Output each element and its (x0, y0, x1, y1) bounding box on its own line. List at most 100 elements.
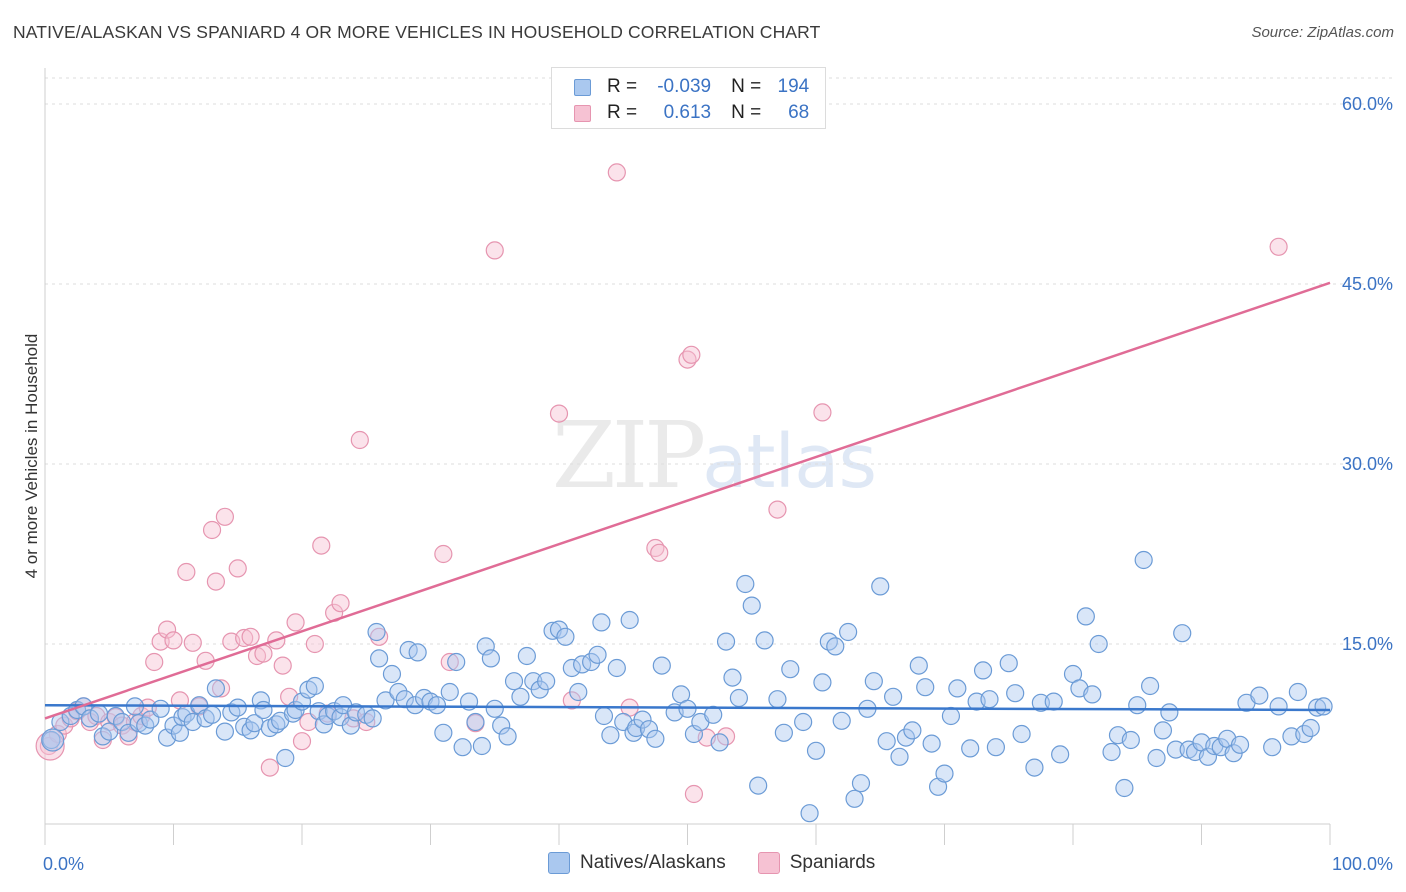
data-point-spaniards (228, 559, 247, 578)
data-point-natives (537, 672, 556, 691)
data-point-spaniards (350, 430, 369, 450)
data-point-natives (768, 690, 787, 709)
data-point-natives (305, 676, 324, 696)
data-point-spaniards (305, 634, 324, 654)
data-point-natives (136, 716, 155, 735)
legend-item-natives[interactable]: Natives/Alaskans (548, 852, 726, 874)
data-point-natives (498, 727, 517, 746)
data-point-natives (851, 774, 871, 793)
legend-label-spaniards: Spaniards (789, 852, 876, 873)
data-point-spaniards (183, 633, 202, 652)
x-tick-label-min: 0.0% (43, 854, 84, 874)
data-point-natives (472, 736, 491, 756)
legend-n-value: 68 (788, 102, 810, 123)
legend-swatch-spaniards (757, 852, 780, 874)
data-point-natives (1160, 703, 1179, 722)
data-point-natives (562, 658, 581, 678)
data-point-natives (511, 687, 530, 706)
data-point-spaniards (549, 404, 569, 423)
data-point-natives (736, 574, 755, 594)
data-point-natives (363, 709, 382, 728)
data-point-spaniards (1269, 237, 1288, 256)
legend-item-spaniards[interactable]: Spaniards (757, 852, 876, 874)
data-point-spaniards (260, 758, 279, 777)
data-point-natives (1083, 685, 1102, 704)
legend-label-natives: Natives/Alaskans (580, 852, 726, 873)
legend-r-label: R = (607, 102, 638, 123)
axes (44, 68, 1331, 845)
data-point-natives (864, 672, 883, 691)
data-point-natives (845, 789, 864, 808)
data-point-natives (1051, 745, 1070, 764)
data-point-spaniards (286, 613, 305, 632)
legend-swatch-spaniards (574, 104, 591, 122)
data-point-natives (980, 690, 999, 709)
data-point-natives (215, 722, 234, 741)
data-point-natives (254, 700, 273, 720)
data-point-natives (440, 682, 459, 702)
data-point-natives (594, 706, 614, 726)
data-point-natives (1012, 724, 1031, 744)
data-point-spaniards (607, 163, 626, 182)
source-label: Source: ZipAtlas.com (1251, 24, 1394, 41)
data-point-natives (151, 699, 170, 718)
data-point-natives (948, 679, 967, 698)
data-point-natives (466, 712, 485, 732)
data-point-natives (1134, 550, 1153, 570)
data-point-natives (389, 682, 408, 702)
data-point-natives (485, 699, 504, 718)
data-point-natives (100, 722, 119, 741)
data-point-natives (370, 649, 389, 668)
data-point-natives (1263, 738, 1282, 757)
data-point-natives (228, 698, 247, 717)
data-point-natives (1102, 742, 1121, 762)
data-point-natives (80, 709, 100, 728)
data-point-natives (202, 705, 222, 724)
data-point-natives (1044, 692, 1063, 711)
data-point-natives (986, 738, 1006, 757)
data-point-natives (314, 715, 333, 734)
data-point-natives (382, 664, 402, 684)
data-point-natives (504, 672, 524, 691)
y-tick-label: 15.0% (1342, 634, 1393, 654)
data-point-spaniards (682, 345, 701, 364)
series-legend: Natives/Alaskans Spaniards (548, 852, 907, 874)
data-point-spaniards (485, 241, 504, 260)
data-point-natives (710, 733, 729, 752)
data-point-natives (633, 710, 652, 729)
watermark: ZIPatlas (552, 402, 877, 509)
data-point-spaniards (157, 620, 177, 639)
data-point-natives (170, 723, 190, 742)
data-point-natives (639, 720, 659, 739)
data-point-natives (569, 682, 588, 702)
stats-legend: R = -0.039 N = 194 R = 0.613 N = 68 (551, 67, 826, 129)
data-point-spaniards (440, 652, 459, 672)
data-point-natives (909, 656, 928, 675)
data-point-natives (1314, 697, 1333, 716)
data-point-natives (549, 620, 569, 639)
data-point-spaniards (215, 507, 234, 526)
data-point-natives (890, 747, 909, 766)
data-point-natives (903, 721, 922, 740)
data-point-natives (723, 668, 742, 687)
data-point-natives (749, 776, 768, 795)
data-point-natives (427, 696, 447, 715)
data-point-spaniards (164, 631, 183, 650)
data-point-natives (716, 632, 736, 651)
legend-row-spaniards: R = 0.613 N = 68 (574, 101, 809, 125)
data-point-natives (1269, 697, 1288, 716)
data-point-natives (973, 661, 993, 680)
data-point-natives (1121, 730, 1140, 750)
y-tick-label: 45.0% (1342, 274, 1393, 294)
data-point-natives (408, 643, 427, 662)
data-point-natives (481, 649, 500, 668)
data-point-spaniards (650, 543, 669, 562)
data-point-natives (582, 652, 601, 672)
tick-labels: 15.0% 30.0% 45.0% 60.0% 0.0% 100.0% (43, 94, 1393, 874)
legend-n-label: N = (731, 76, 762, 97)
y-tick-label: 60.0% (1342, 94, 1393, 114)
data-point-natives (646, 729, 665, 748)
data-point-natives (276, 748, 295, 768)
data-point-natives (376, 691, 395, 710)
